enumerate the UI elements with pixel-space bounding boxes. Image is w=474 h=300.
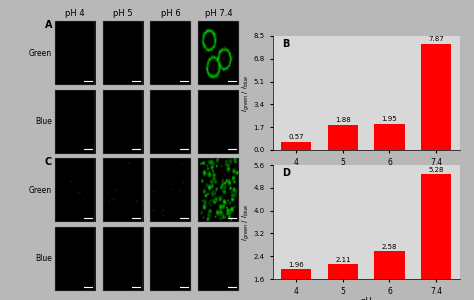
Text: Green: Green: [29, 186, 52, 195]
Text: 7.87: 7.87: [428, 36, 444, 42]
Bar: [281, 269, 311, 300]
Bar: [421, 44, 451, 150]
Text: Green: Green: [29, 49, 52, 58]
Text: 1.88: 1.88: [335, 117, 351, 123]
Text: pH 4: pH 4: [65, 9, 85, 18]
Bar: [421, 174, 451, 300]
Bar: [328, 125, 358, 150]
Text: pH 6: pH 6: [161, 9, 181, 18]
Text: Blue: Blue: [35, 117, 52, 126]
Bar: [328, 265, 358, 300]
Text: pH 7.4: pH 7.4: [205, 9, 233, 18]
Y-axis label: $I_{green}$ / $I_{blue}$: $I_{green}$ / $I_{blue}$: [241, 203, 252, 241]
X-axis label: pH: pH: [360, 168, 372, 177]
Y-axis label: $I_{green}$ / $I_{blue}$: $I_{green}$ / $I_{blue}$: [241, 74, 252, 112]
Text: Blue: Blue: [35, 254, 52, 263]
Text: 1.96: 1.96: [288, 262, 304, 268]
Text: B: B: [282, 39, 289, 50]
Text: A: A: [45, 20, 52, 29]
Text: 2.11: 2.11: [335, 257, 351, 263]
Text: D: D: [282, 168, 290, 178]
Bar: [281, 142, 311, 150]
Bar: [374, 251, 405, 300]
Text: C: C: [45, 157, 52, 167]
Text: 2.58: 2.58: [382, 244, 397, 250]
Text: 5.28: 5.28: [428, 167, 444, 173]
Text: pH 5: pH 5: [113, 9, 133, 18]
Text: 0.57: 0.57: [288, 134, 304, 140]
X-axis label: pH: pH: [360, 297, 372, 300]
Text: 1.95: 1.95: [382, 116, 397, 122]
Bar: [374, 124, 405, 150]
